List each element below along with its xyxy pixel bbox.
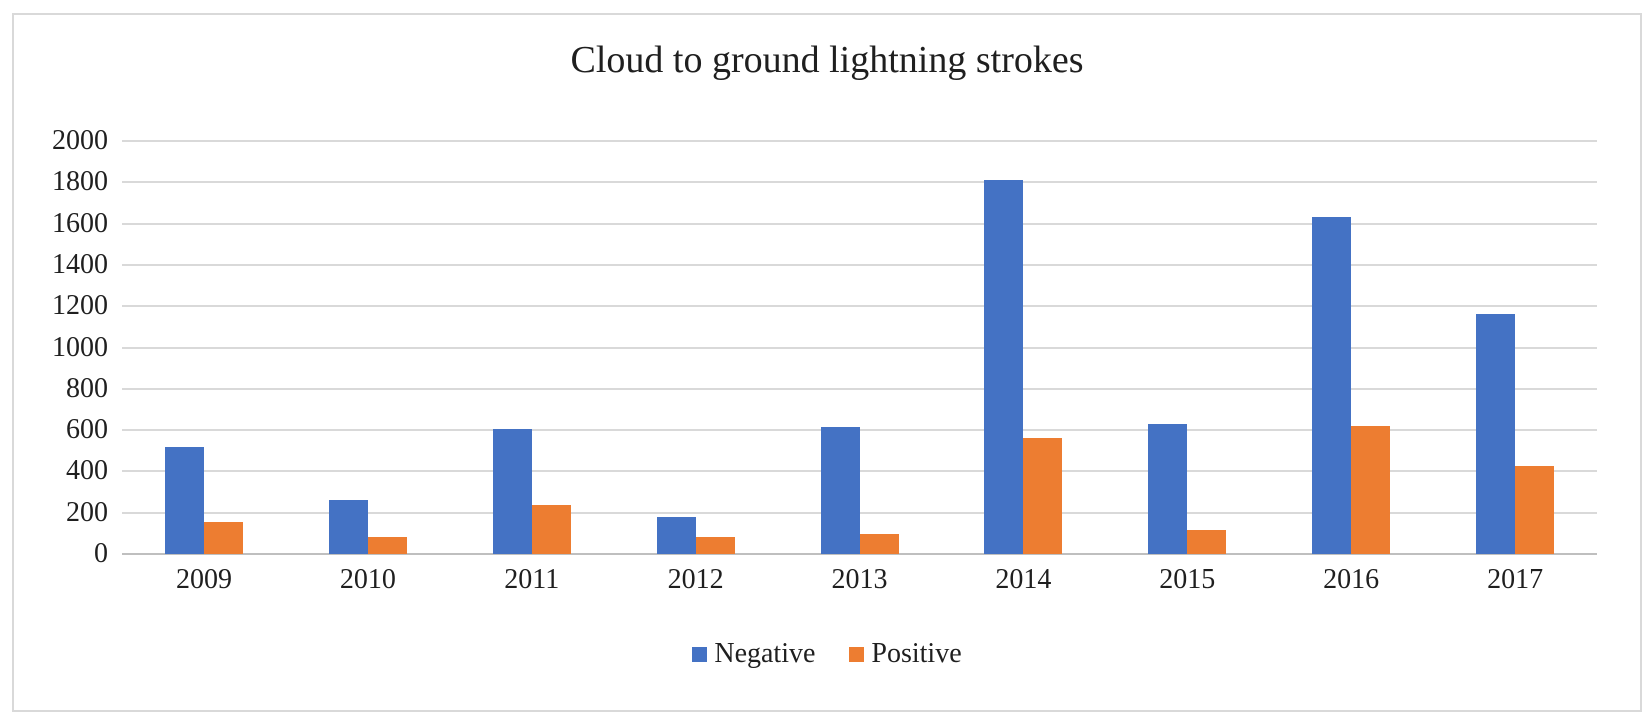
gridline [122,305,1597,308]
y-tick-label: 1400 [52,248,108,280]
bar-positive-2009 [203,522,243,554]
gridline [122,429,1597,432]
legend-swatch-positive [849,646,865,662]
bar-positive-2012 [695,537,735,554]
gridline [122,511,1597,514]
y-tick-label: 0 [94,538,108,569]
gridline [122,140,1597,142]
x-tick-label: 2010 [339,564,396,595]
y-tick-label: 1200 [52,290,108,322]
bar-positive-2011 [531,505,571,554]
x-tick-label: 2013 [831,564,888,595]
gridline [122,181,1597,184]
bar-positive-2013 [859,534,899,554]
y-tick-label: 1000 [52,331,108,363]
x-axis-line [122,553,1597,555]
legend-label: Negative [714,638,816,669]
bar-group-2009 [122,141,286,554]
bar-group-2014 [941,141,1105,554]
bar-negative-2011 [492,429,532,554]
legend-item-positive: Positive [849,638,962,670]
x-tick-label: 2017 [1487,564,1544,595]
chart-border [12,13,1642,712]
bar-negative-2010 [328,500,368,554]
gridline [122,470,1597,473]
bar-negative-2012 [656,516,696,554]
legend-label: Positive [871,638,962,669]
legend: Negative Positive [12,638,1642,670]
bar-negative-2015 [1148,423,1188,554]
y-tick-label: 2000 [52,125,108,156]
x-tick-label: 2009 [175,564,232,595]
bar-group-2011 [450,141,614,554]
y-tick-label: 400 [66,455,108,487]
legend-swatch-negative [692,646,708,662]
bar-positive-2010 [367,537,407,554]
bar-positive-2014 [1023,438,1063,554]
y-tick-label: 1600 [52,207,108,239]
gridline [122,222,1597,225]
bar-negative-2009 [164,446,204,554]
plot-area [122,140,1597,555]
gridline [122,387,1597,390]
bar-groups [122,141,1597,554]
x-tick-label: 2011 [504,564,560,595]
x-tick-label: 2015 [1159,564,1216,595]
bar-negative-2017 [1476,314,1516,554]
bar-positive-2015 [1187,530,1227,554]
y-tick-label: 1800 [52,166,108,198]
x-axis-labels: 2009 2010 2011 2012 2013 2014 2015 2016 2017 [122,563,1597,597]
bar-negative-2016 [1312,217,1352,554]
bar-positive-2017 [1515,466,1555,554]
bar-positive-2016 [1351,425,1391,554]
y-tick-label: 200 [66,496,108,528]
bar-group-2017 [1433,141,1597,554]
bar-negative-2013 [820,427,860,554]
y-tick-label: 600 [66,414,108,446]
x-tick-label: 2014 [995,564,1052,595]
bar-group-2016 [1269,141,1433,554]
y-axis-labels: 0 200 400 600 800 1000 1200 1400 1600 1800 2000 [0,127,108,568]
bar-group-2012 [614,141,778,554]
legend-item-negative: Negative [692,638,815,670]
bar-group-2010 [286,141,450,554]
bar-group-2013 [778,141,942,554]
x-tick-label: 2012 [667,564,724,595]
gridline [122,263,1597,266]
y-tick-label: 800 [66,372,108,404]
chart-title: Cloud to ground lightning strokes [570,39,1084,81]
gridline [122,346,1597,349]
bar-group-2015 [1105,141,1269,554]
bar-negative-2014 [984,180,1024,554]
x-tick-label: 2016 [1323,564,1380,595]
